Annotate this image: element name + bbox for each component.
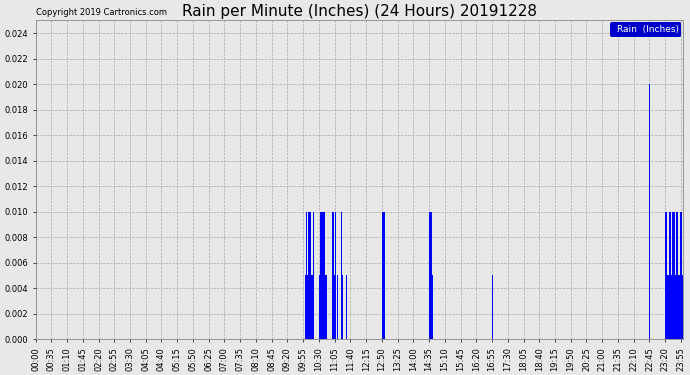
Text: Copyright 2019 Cartronics.com: Copyright 2019 Cartronics.com xyxy=(36,8,166,17)
Legend: Rain  (Inches): Rain (Inches) xyxy=(611,22,682,36)
Title: Rain per Minute (Inches) (24 Hours) 20191228: Rain per Minute (Inches) (24 Hours) 2019… xyxy=(182,4,537,19)
